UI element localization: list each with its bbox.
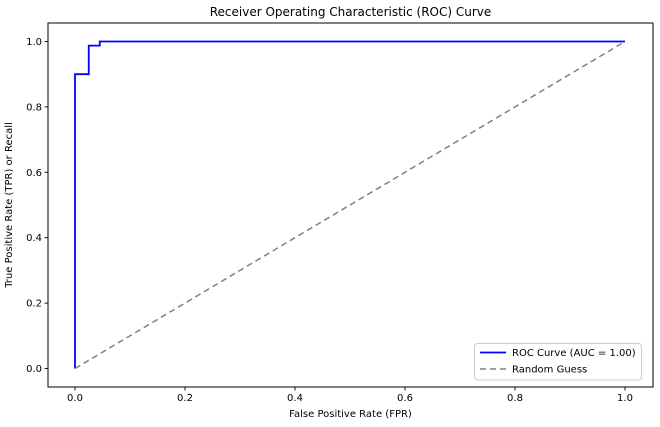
legend-roc-label: ROC Curve (AUC = 1.00) <box>512 348 636 359</box>
x-tick-label: 0.2 <box>177 393 193 404</box>
chart-title: Receiver Operating Characteristic (ROC) … <box>210 5 492 19</box>
y-tick-label: 0.6 <box>26 168 42 179</box>
x-axis-label: False Positive Rate (FPR) <box>289 409 412 420</box>
legend: ROC Curve (AUC = 1.00) Random Guess <box>474 343 642 381</box>
y-axis-label: True Positive Rate (TPR) or Recall <box>4 122 15 289</box>
random-guess-line <box>74 40 626 370</box>
y-tick-label: 0.0 <box>26 364 42 375</box>
data-series <box>74 40 626 370</box>
x-tick-label: 0.6 <box>397 393 413 404</box>
plot-area-border <box>47 22 654 388</box>
x-tick-label: 0.0 <box>67 393 83 404</box>
y-tick-label: 0.8 <box>26 102 42 113</box>
roc-curve-line <box>74 40 625 369</box>
y-tick-label: 0.4 <box>26 233 42 244</box>
x-tick-label: 0.4 <box>287 393 303 404</box>
legend-random-label: Random Guess <box>512 365 587 376</box>
legend-box <box>474 343 642 381</box>
axis-ticks: 0.0 0.2 0.4 0.6 0.8 1.0 0.0 0.2 0.4 0.6 0.8 1.0 <box>26 37 633 404</box>
x-tick-label: 0.8 <box>507 393 523 404</box>
y-tick-label: 0.2 <box>26 299 42 310</box>
x-tick-label: 1.0 <box>617 393 633 404</box>
y-tick-label: 1.0 <box>26 37 42 48</box>
